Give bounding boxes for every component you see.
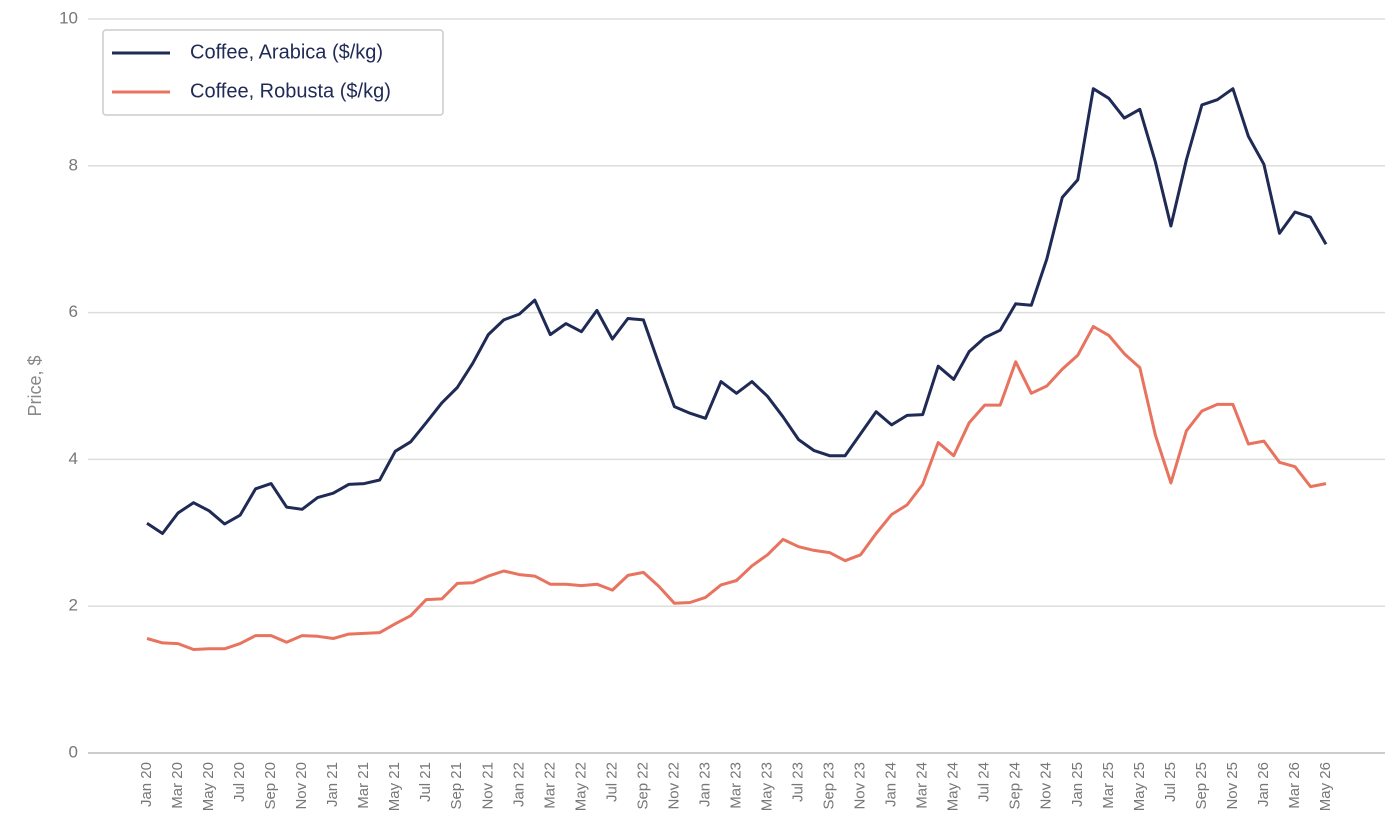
x-tick-label: Nov 25 [1224, 762, 1241, 810]
x-tick-label: May 24 [945, 762, 962, 811]
x-tick-label: Mar 21 [355, 762, 372, 809]
x-tick-label: Jul 21 [417, 762, 434, 802]
x-tick-label: Jan 21 [324, 762, 341, 807]
x-tick-label: Jan 20 [138, 762, 155, 807]
y-tick-label: 0 [69, 742, 78, 761]
x-tick-label: Jul 25 [1162, 762, 1179, 802]
legend-label: Coffee, Robusta ($/kg) [190, 80, 391, 102]
x-tick-label: Sep 22 [634, 762, 651, 810]
line-series [146, 325, 1327, 651]
x-tick-label: May 26 [1317, 762, 1334, 811]
x-tick-label: Jan 23 [696, 762, 713, 807]
x-tick-label: Nov 23 [852, 762, 869, 810]
x-tick-label: Jul 22 [603, 762, 620, 802]
x-tick-label: Mar 22 [541, 762, 558, 809]
y-tick-label: 8 [69, 155, 78, 174]
legend-box [102, 29, 444, 116]
x-tick-label: Jan 26 [1255, 762, 1272, 807]
x-tick-label: Jul 24 [976, 762, 993, 802]
y-tick-label: 2 [69, 596, 78, 615]
x-tick-label: Sep 23 [821, 762, 838, 810]
x-tick-label: Jul 20 [231, 762, 248, 802]
x-tick-label: Mar 20 [169, 762, 186, 809]
x-tick-label: May 23 [758, 762, 775, 811]
x-tick-label: Sep 25 [1193, 762, 1210, 810]
y-tick-label: 10 [59, 8, 78, 27]
x-tick-label: Nov 21 [479, 762, 496, 810]
x-tick-label: Nov 20 [293, 762, 310, 810]
x-tick-label: Sep 21 [448, 762, 465, 810]
line-series [146, 87, 1328, 535]
y-tick-label: 6 [69, 302, 78, 321]
x-tick-label: Jan 24 [883, 762, 900, 807]
x-tick-label: Sep 20 [262, 762, 279, 810]
x-tick-label: May 25 [1131, 762, 1148, 811]
x-tick-label: Jan 22 [510, 762, 527, 807]
x-tick-label: Sep 24 [1007, 762, 1024, 810]
x-tick-label: May 20 [200, 762, 217, 811]
y-tick-label: 4 [69, 449, 78, 468]
x-tick-label: Mar 23 [727, 762, 744, 809]
legend-label: Coffee, Arabica ($/kg) [190, 41, 383, 63]
y-axis-label: Price, $ [25, 355, 45, 416]
x-tick-label: Jul 23 [790, 762, 807, 802]
x-tick-label: Nov 24 [1038, 762, 1055, 810]
x-tick-label: May 22 [572, 762, 589, 811]
x-tick-label: Mar 24 [914, 762, 931, 809]
x-tick-label: Mar 25 [1100, 762, 1117, 809]
x-tick-label: Jan 25 [1069, 762, 1086, 807]
x-tick-label: Nov 22 [665, 762, 682, 810]
x-tick-label: Mar 26 [1286, 762, 1303, 809]
x-tick-label: May 21 [386, 762, 403, 811]
